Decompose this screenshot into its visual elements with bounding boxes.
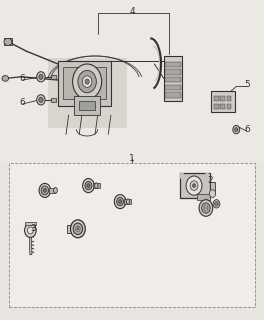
Circle shape xyxy=(41,186,49,195)
Bar xyxy=(124,199,131,204)
Bar xyxy=(210,182,215,194)
Ellipse shape xyxy=(2,76,8,81)
Circle shape xyxy=(39,183,51,197)
Text: 6: 6 xyxy=(20,74,25,83)
Circle shape xyxy=(77,228,79,230)
Bar xyxy=(9,163,255,307)
Circle shape xyxy=(43,188,46,192)
Text: 2: 2 xyxy=(207,176,213,185)
Bar xyxy=(165,69,181,75)
Bar xyxy=(25,222,36,225)
Circle shape xyxy=(235,128,238,132)
Circle shape xyxy=(78,70,96,93)
Bar xyxy=(9,163,255,307)
Bar xyxy=(0,0,264,163)
Circle shape xyxy=(192,184,196,188)
Bar xyxy=(165,77,181,82)
Circle shape xyxy=(39,97,43,102)
Circle shape xyxy=(190,181,198,190)
Ellipse shape xyxy=(54,188,57,193)
Bar xyxy=(214,104,219,109)
Circle shape xyxy=(70,220,85,238)
Circle shape xyxy=(73,64,102,99)
Bar xyxy=(74,96,100,115)
Bar xyxy=(180,173,210,198)
Circle shape xyxy=(76,226,80,231)
Circle shape xyxy=(186,176,202,195)
Circle shape xyxy=(180,173,185,179)
Text: 3: 3 xyxy=(30,224,36,233)
Circle shape xyxy=(202,203,210,213)
Circle shape xyxy=(215,202,218,206)
Bar xyxy=(220,96,225,101)
Bar xyxy=(164,56,182,101)
Text: 6: 6 xyxy=(20,98,25,107)
Ellipse shape xyxy=(95,183,98,188)
Ellipse shape xyxy=(4,38,12,45)
Circle shape xyxy=(85,181,92,190)
Ellipse shape xyxy=(126,199,130,204)
Circle shape xyxy=(213,200,220,208)
Text: 5: 5 xyxy=(244,80,250,89)
Circle shape xyxy=(114,195,126,209)
Bar xyxy=(220,104,225,109)
Bar xyxy=(51,75,56,79)
Bar xyxy=(165,62,181,67)
Bar xyxy=(49,188,55,193)
Text: 1: 1 xyxy=(129,154,135,163)
Bar xyxy=(48,58,127,128)
Circle shape xyxy=(27,227,33,234)
Bar xyxy=(93,183,100,188)
Bar xyxy=(165,85,181,90)
Circle shape xyxy=(83,179,94,193)
Bar xyxy=(165,92,181,98)
Circle shape xyxy=(73,223,83,235)
Circle shape xyxy=(37,72,45,82)
Circle shape xyxy=(25,223,36,237)
Circle shape xyxy=(233,125,240,134)
Bar xyxy=(63,67,106,99)
Bar xyxy=(227,96,231,101)
Circle shape xyxy=(204,206,208,210)
Bar xyxy=(214,96,219,101)
Polygon shape xyxy=(29,237,32,255)
Circle shape xyxy=(82,76,92,87)
Bar xyxy=(197,194,210,200)
Circle shape xyxy=(119,200,122,204)
Bar xyxy=(67,225,78,233)
Circle shape xyxy=(37,95,45,105)
Bar xyxy=(58,61,111,106)
Bar xyxy=(79,101,95,110)
Circle shape xyxy=(87,184,90,188)
Text: 4: 4 xyxy=(129,7,135,16)
Circle shape xyxy=(205,207,207,209)
Circle shape xyxy=(205,173,210,179)
Circle shape xyxy=(85,79,89,84)
Circle shape xyxy=(39,74,43,79)
Bar xyxy=(227,104,231,109)
Circle shape xyxy=(209,190,216,197)
Circle shape xyxy=(117,197,124,206)
Circle shape xyxy=(199,200,213,216)
Bar xyxy=(51,98,56,102)
Bar xyxy=(211,91,235,112)
Text: 6: 6 xyxy=(244,125,250,134)
Bar xyxy=(4,38,12,45)
